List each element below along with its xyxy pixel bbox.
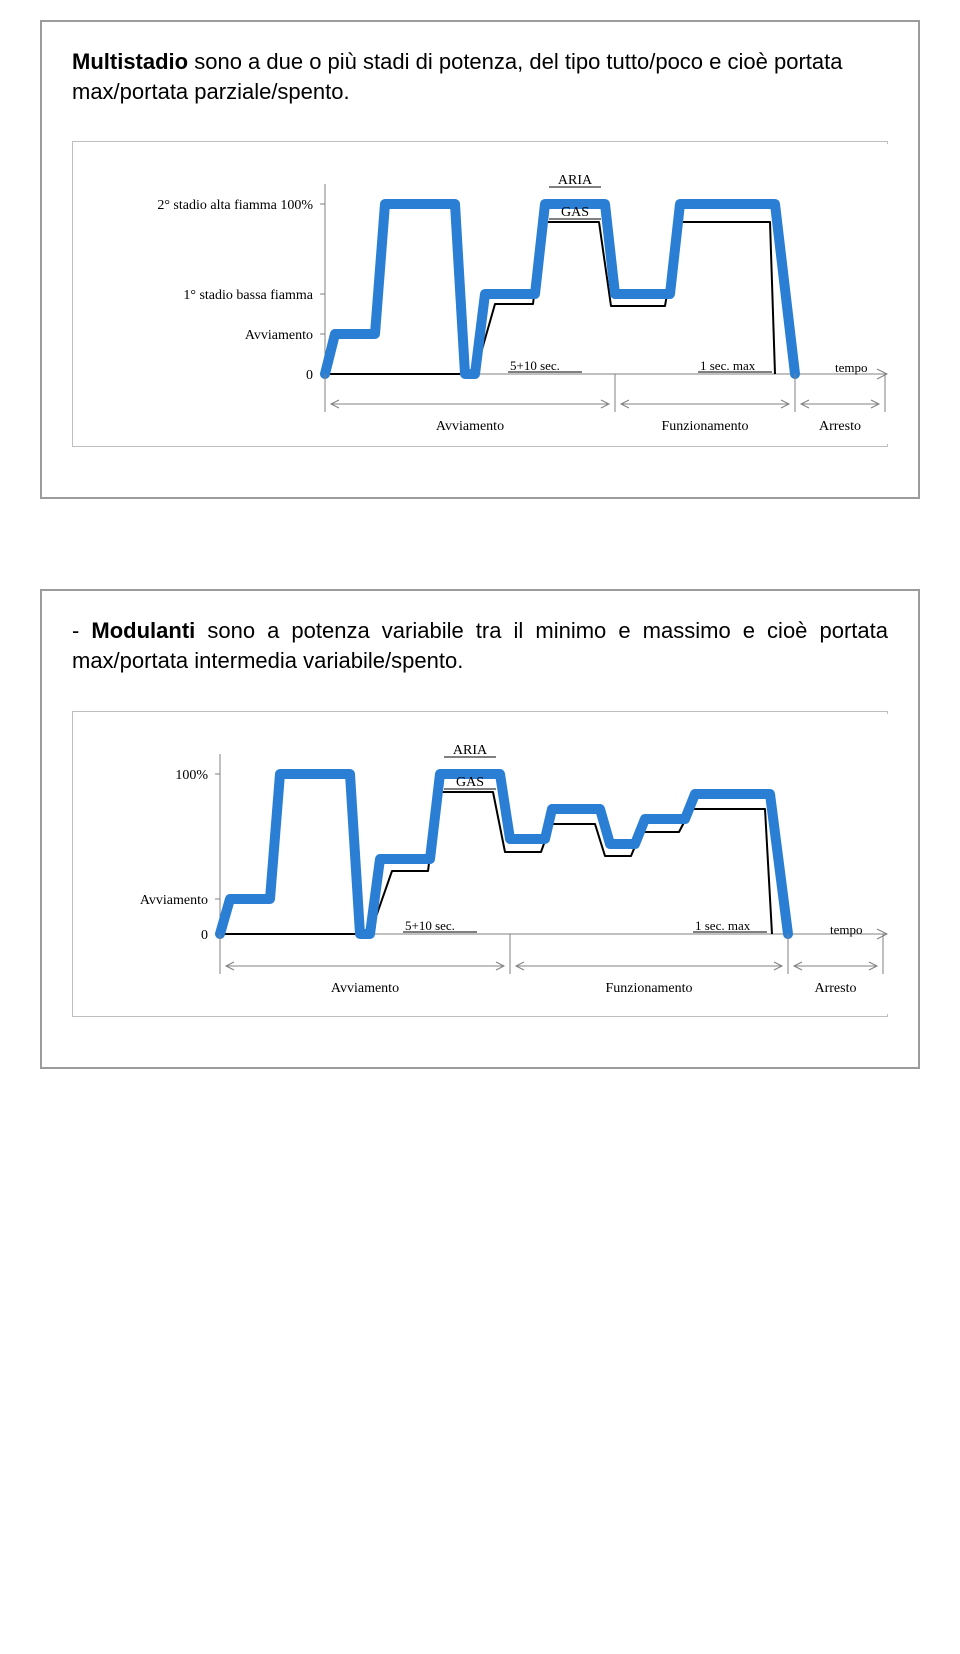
modulanti-chart-svg: 100% Avviamento 0 ARIA GAS 5+10 sec. 1 sec. ma…: [75, 714, 895, 1014]
svg-text:100%: 100%: [175, 768, 208, 783]
panel-modulanti: - Modulanti sono a potenza variabile tra…: [40, 589, 920, 1068]
svg-text:1° stadio bassa fiamma: 1° stadio bassa fiamma: [183, 288, 313, 303]
svg-text:tempo: tempo: [835, 360, 868, 375]
modulanti-prefix: -: [72, 618, 91, 643]
svg-text:1 sec. max: 1 sec. max: [695, 918, 751, 933]
svg-text:Avviamento: Avviamento: [436, 419, 504, 434]
modulanti-text: sono a potenza variabile tra il minimo e…: [72, 618, 888, 673]
svg-text:1 sec. max: 1 sec. max: [700, 358, 756, 373]
svg-text:GAS: GAS: [561, 205, 589, 220]
svg-text:0: 0: [306, 368, 313, 383]
modulanti-description: - Modulanti sono a potenza variabile tra…: [72, 616, 888, 675]
svg-text:Avviamento: Avviamento: [331, 981, 399, 996]
svg-text:Arresto: Arresto: [815, 981, 857, 996]
svg-text:Funzionamento: Funzionamento: [661, 419, 748, 434]
svg-text:Avviamento: Avviamento: [245, 328, 313, 343]
multistadio-description: Multistadio sono a due o più stadi di po…: [72, 47, 888, 106]
multistadio-chart-svg: 2° stadio alta fiamma 100% 1° stadio bass…: [75, 144, 895, 444]
modulanti-chart: 100% Avviamento 0 ARIA GAS 5+10 sec. 1 sec. ma…: [72, 711, 888, 1017]
svg-text:Arresto: Arresto: [819, 419, 861, 434]
multistadio-text: sono a due o più stadi di potenza, del t…: [72, 49, 842, 104]
svg-text:0: 0: [201, 928, 208, 943]
svg-text:tempo: tempo: [830, 922, 863, 937]
svg-text:2° stadio alta fiamma 100%: 2° stadio alta fiamma 100%: [157, 198, 313, 213]
modulanti-title: Modulanti: [91, 618, 195, 643]
svg-text:5+10 sec.: 5+10 sec.: [510, 358, 560, 373]
svg-text:ARIA: ARIA: [558, 173, 593, 188]
svg-text:ARIA: ARIA: [453, 743, 488, 758]
svg-text:5+10 sec.: 5+10 sec.: [405, 918, 455, 933]
svg-text:Funzionamento: Funzionamento: [605, 981, 692, 996]
svg-text:GAS: GAS: [456, 775, 484, 790]
multistadio-chart: 2° stadio alta fiamma 100% 1° stadio bass…: [72, 141, 888, 447]
svg-text:Avviamento: Avviamento: [140, 893, 208, 908]
multistadio-title: Multistadio: [72, 49, 188, 74]
panel-multistadio: Multistadio sono a due o più stadi di po…: [40, 20, 920, 499]
